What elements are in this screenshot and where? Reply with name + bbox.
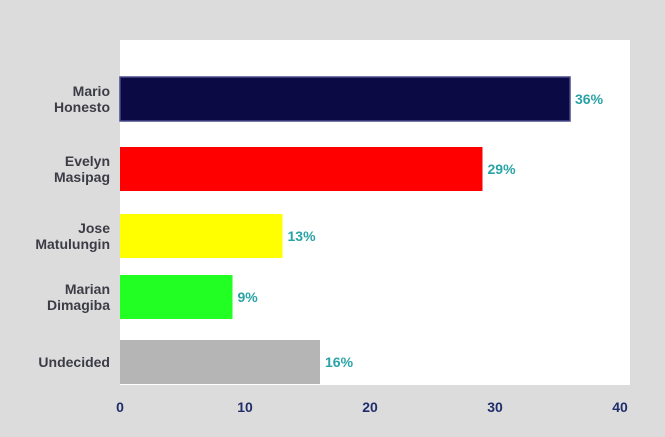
value-label-2: 13% bbox=[288, 228, 317, 244]
bar-4 bbox=[120, 340, 320, 384]
x-tick-label-0: 0 bbox=[116, 399, 124, 415]
value-label-0: 36% bbox=[575, 91, 604, 107]
bar-1 bbox=[120, 147, 483, 191]
x-tick-label-1: 10 bbox=[237, 399, 253, 415]
category-label-2: Jose Matulungin bbox=[35, 220, 110, 252]
value-label-4: 16% bbox=[325, 354, 354, 370]
value-label-1: 29% bbox=[488, 161, 517, 177]
bar-3 bbox=[120, 275, 233, 319]
bar-2 bbox=[120, 214, 283, 258]
category-label-1: Evelyn Masipag bbox=[54, 153, 110, 185]
x-axis-ticks-group: 0 10 20 30 40 bbox=[116, 399, 628, 415]
category-labels-group: Mario Honesto Evelyn Masipag Jose Matulungin M… bbox=[35, 83, 110, 370]
x-tick-label-4: 40 bbox=[612, 399, 628, 415]
bar-0 bbox=[119, 76, 571, 122]
bars-group bbox=[119, 76, 571, 384]
category-label-0: Mario Honesto bbox=[54, 83, 110, 115]
category-label-4: Undecided bbox=[38, 354, 110, 370]
x-tick-label-2: 20 bbox=[362, 399, 378, 415]
value-labels-group: 36% 29% 13% 9% 16% bbox=[238, 91, 604, 370]
x-tick-label-3: 30 bbox=[487, 399, 503, 415]
category-label-3: Marian Dimagiba bbox=[47, 281, 110, 313]
value-label-3: 9% bbox=[238, 289, 259, 305]
